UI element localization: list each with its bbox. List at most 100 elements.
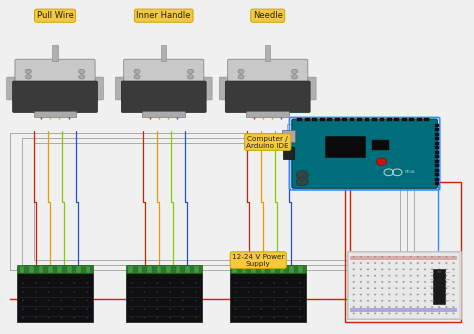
Text: Needle: Needle bbox=[253, 11, 283, 20]
Bar bbox=[38, 266, 43, 273]
Circle shape bbox=[169, 283, 171, 284]
Bar bbox=[346, 251, 461, 319]
Circle shape bbox=[424, 281, 426, 283]
Circle shape bbox=[395, 300, 398, 302]
Circle shape bbox=[286, 309, 288, 310]
Circle shape bbox=[273, 291, 275, 293]
Circle shape bbox=[388, 294, 391, 295]
Circle shape bbox=[86, 291, 88, 293]
Bar bbox=[289, 266, 294, 273]
FancyBboxPatch shape bbox=[34, 111, 76, 118]
Circle shape bbox=[445, 306, 447, 308]
Bar bbox=[29, 266, 34, 273]
Circle shape bbox=[22, 300, 24, 301]
Circle shape bbox=[35, 317, 36, 319]
Bar bbox=[372, 118, 377, 122]
Circle shape bbox=[381, 269, 383, 270]
Circle shape bbox=[260, 300, 262, 301]
Circle shape bbox=[452, 262, 455, 264]
Bar bbox=[194, 266, 199, 273]
Circle shape bbox=[374, 313, 376, 314]
Bar bbox=[417, 118, 421, 122]
Circle shape bbox=[48, 283, 50, 284]
Text: MEGA: MEGA bbox=[405, 170, 415, 174]
Bar bbox=[128, 266, 133, 273]
Circle shape bbox=[353, 281, 355, 283]
Circle shape bbox=[273, 283, 275, 284]
Circle shape bbox=[238, 74, 244, 79]
Circle shape bbox=[367, 287, 369, 289]
Circle shape bbox=[402, 256, 405, 258]
Bar bbox=[365, 118, 369, 122]
FancyBboxPatch shape bbox=[308, 77, 316, 100]
Circle shape bbox=[410, 313, 412, 314]
Circle shape bbox=[235, 283, 237, 284]
Circle shape bbox=[431, 300, 433, 302]
Circle shape bbox=[182, 291, 184, 293]
FancyBboxPatch shape bbox=[115, 77, 124, 100]
Circle shape bbox=[388, 313, 391, 314]
Circle shape bbox=[61, 309, 63, 310]
Bar bbox=[435, 164, 439, 167]
Bar bbox=[156, 266, 161, 273]
Circle shape bbox=[156, 317, 158, 319]
Circle shape bbox=[452, 256, 455, 258]
Circle shape bbox=[353, 313, 355, 314]
Bar bbox=[230, 265, 306, 274]
Circle shape bbox=[417, 256, 419, 258]
Circle shape bbox=[424, 306, 426, 308]
Circle shape bbox=[417, 287, 419, 289]
Circle shape bbox=[452, 287, 455, 289]
Circle shape bbox=[353, 275, 355, 277]
Circle shape bbox=[424, 256, 426, 258]
Circle shape bbox=[79, 74, 85, 79]
Bar bbox=[410, 118, 414, 122]
Circle shape bbox=[353, 256, 355, 258]
Circle shape bbox=[134, 69, 140, 73]
Circle shape bbox=[182, 309, 184, 310]
Circle shape bbox=[452, 275, 455, 277]
Bar bbox=[435, 178, 439, 181]
Circle shape bbox=[134, 74, 140, 79]
Circle shape bbox=[353, 306, 355, 308]
Bar bbox=[433, 269, 445, 304]
Circle shape bbox=[195, 309, 197, 310]
Bar bbox=[242, 266, 246, 273]
Bar bbox=[161, 45, 166, 60]
Bar bbox=[435, 124, 439, 127]
Circle shape bbox=[273, 317, 275, 319]
Bar bbox=[435, 151, 439, 154]
Circle shape bbox=[187, 69, 193, 73]
Circle shape bbox=[438, 275, 440, 277]
Circle shape bbox=[438, 306, 440, 308]
Text: Computer /
Arduino IDE: Computer / Arduino IDE bbox=[246, 136, 289, 149]
Bar bbox=[305, 118, 310, 122]
Circle shape bbox=[299, 291, 301, 293]
Circle shape bbox=[424, 300, 426, 302]
Circle shape bbox=[417, 269, 419, 270]
Bar bbox=[19, 266, 24, 273]
Circle shape bbox=[410, 300, 412, 302]
Bar bbox=[232, 266, 237, 273]
Circle shape bbox=[299, 317, 301, 319]
Circle shape bbox=[417, 300, 419, 302]
Circle shape bbox=[395, 262, 398, 264]
Bar bbox=[299, 266, 303, 273]
Circle shape bbox=[22, 291, 24, 293]
Circle shape bbox=[445, 313, 447, 314]
Bar bbox=[298, 118, 302, 122]
Circle shape bbox=[195, 291, 197, 293]
Circle shape bbox=[367, 300, 369, 302]
Bar bbox=[435, 160, 439, 163]
Circle shape bbox=[169, 291, 171, 293]
Circle shape bbox=[35, 291, 36, 293]
Circle shape bbox=[374, 256, 376, 258]
Circle shape bbox=[438, 287, 440, 289]
Circle shape bbox=[286, 291, 288, 293]
Circle shape bbox=[417, 262, 419, 264]
Bar bbox=[138, 266, 143, 273]
Circle shape bbox=[437, 271, 441, 273]
Bar bbox=[435, 142, 439, 145]
Circle shape bbox=[235, 317, 237, 319]
Circle shape bbox=[260, 317, 262, 319]
